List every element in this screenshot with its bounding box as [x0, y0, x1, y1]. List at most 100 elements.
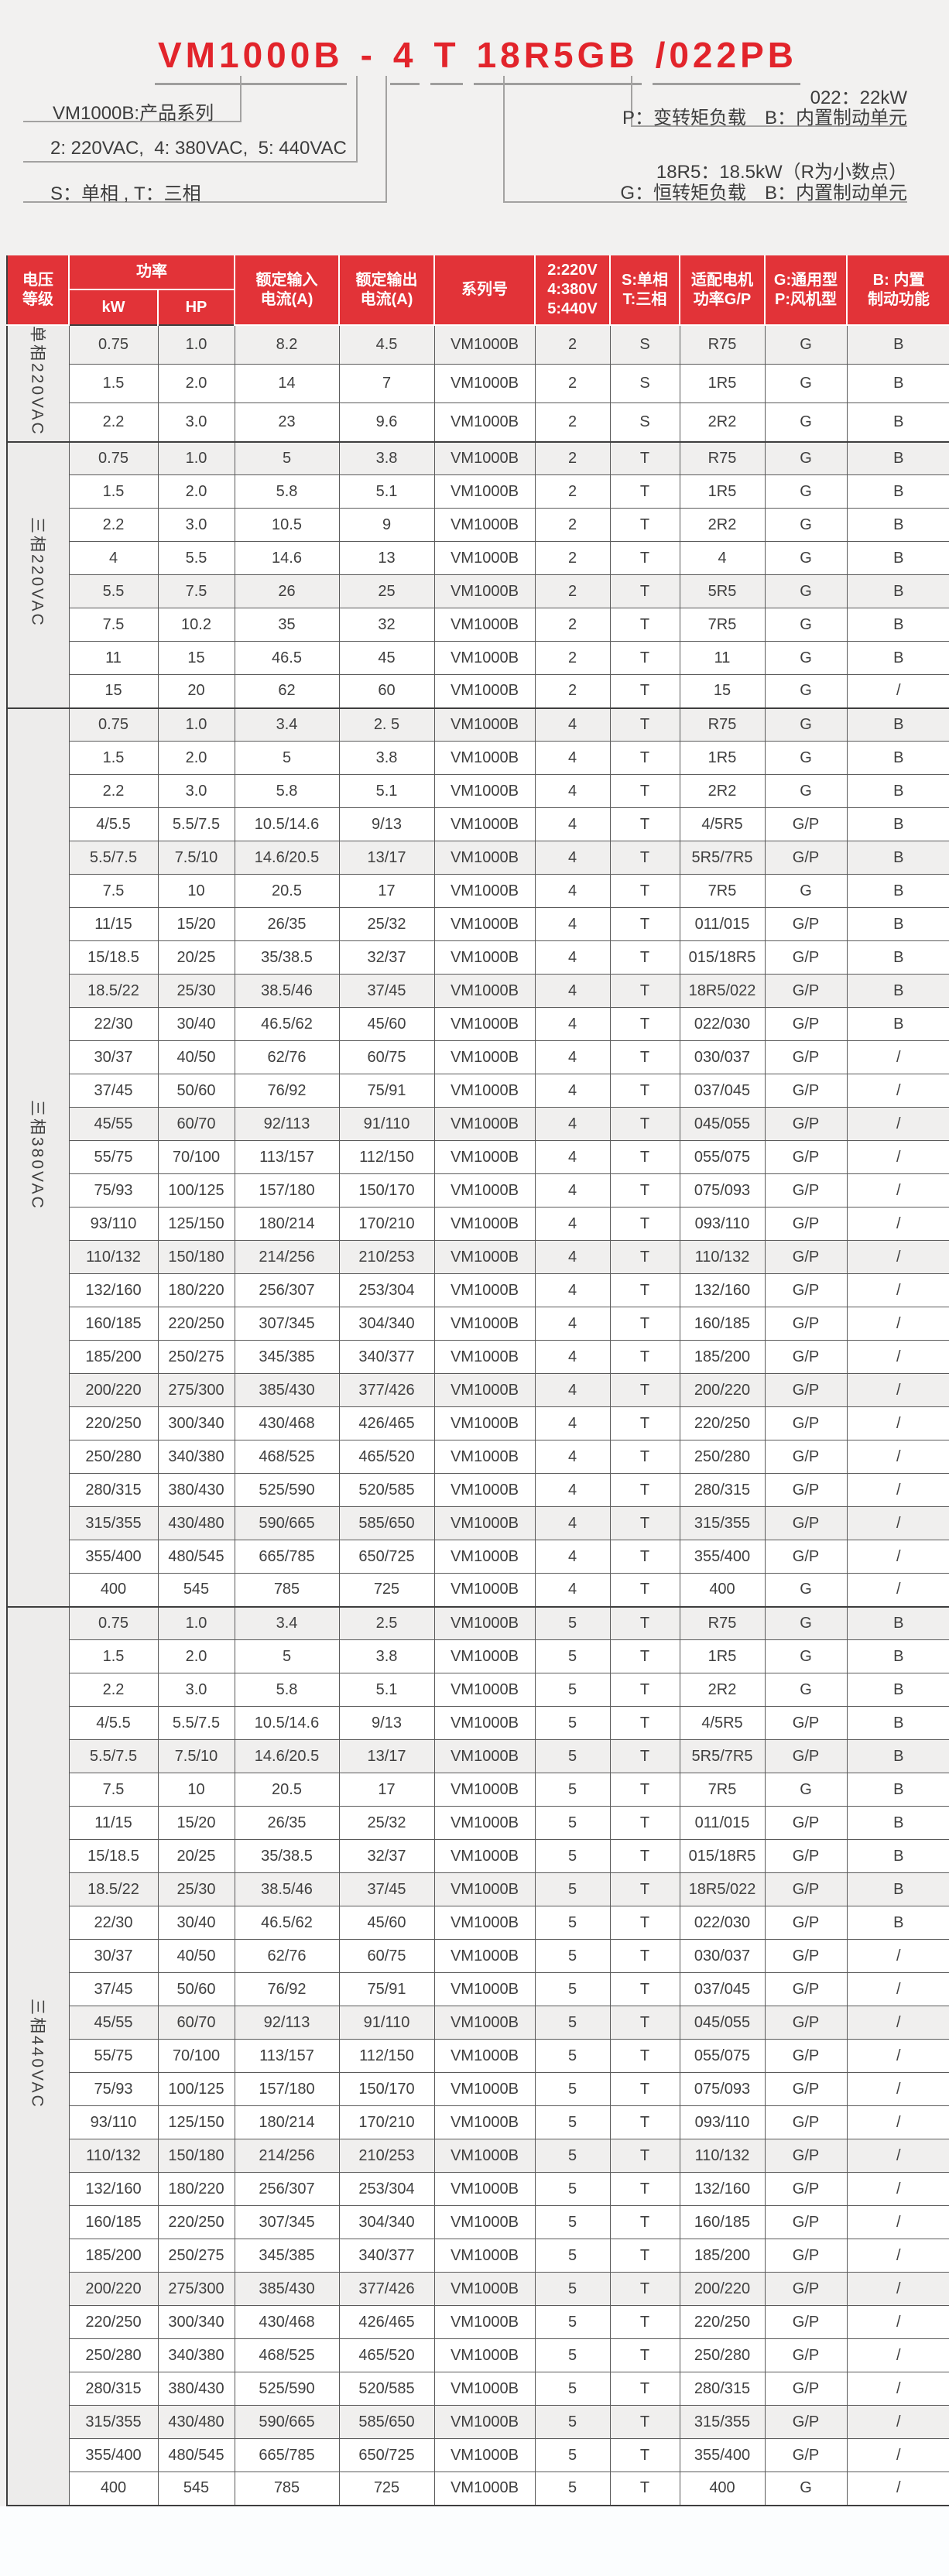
table-cell: 18R5/022 — [679, 1872, 766, 1907]
table-cell: G — [764, 608, 848, 642]
table-cell: 3.0 — [157, 774, 235, 809]
table-cell: 465/520 — [338, 1440, 435, 1475]
table-cell: / — [846, 2072, 949, 2107]
table-cell: 220/250 — [679, 2305, 766, 2340]
table-cell: VM1000B — [433, 2205, 536, 2240]
table-cell: VM1000B — [433, 2438, 536, 2473]
table-cell: 015/18R5 — [679, 1839, 766, 1874]
table-cell: 5 — [534, 1806, 611, 1841]
table-cell: T — [609, 1107, 680, 1142]
table-cell: 3.4 — [234, 1605, 340, 1641]
table-row: 200/220 275/300 385/430 377/426 VM1000B 5 T 200… — [7, 2272, 949, 2307]
table-cell: 2.0 — [157, 741, 235, 776]
table-row: 160/185 220/250 307/345 304/340 VM1000B 5 T 160… — [7, 2205, 949, 2240]
table-cell: 30/40 — [157, 1007, 235, 1042]
table-cell: 590/665 — [234, 2405, 340, 2440]
table-cell: 60/70 — [157, 1107, 235, 1142]
table-cell: 400 — [679, 2472, 766, 2506]
table-cell: 7 — [338, 363, 435, 403]
table-cell: VM1000B — [433, 1506, 536, 1541]
table-cell: VM1000B — [433, 1373, 536, 1408]
table-cell: VM1000B — [433, 2305, 536, 2340]
table-cell: 545 — [157, 1573, 235, 1608]
table-cell: 785 — [234, 1573, 340, 1608]
table-cell: 5 — [534, 2272, 611, 2307]
table-cell: G/P — [764, 1872, 848, 1907]
note-kw-decimal: 18R5：18.5kW（R为小数点） — [656, 162, 907, 183]
table-cell: 5.5 — [68, 574, 159, 609]
table-cell: 275/300 — [157, 1373, 235, 1408]
table-cell: 037/045 — [679, 1074, 766, 1108]
table-cell: T — [609, 874, 680, 909]
table-cell: VM1000B — [433, 2405, 536, 2440]
table-cell: B — [846, 1007, 949, 1042]
table-cell: 377/426 — [338, 1373, 435, 1408]
table-cell: T — [609, 807, 680, 842]
table-cell: 2 — [534, 641, 611, 676]
table-cell: G/P — [764, 1307, 848, 1341]
table-cell: VM1000B — [433, 1939, 536, 1974]
table-cell: 4 — [534, 1107, 611, 1142]
model-part-voltage: 4 — [389, 34, 420, 85]
table-cell: 18R5/022 — [679, 974, 766, 1009]
table-cell: 25 — [338, 574, 435, 609]
table-cell: S — [609, 324, 680, 365]
connector-line — [503, 76, 505, 203]
table-cell: 220/250 — [157, 2205, 235, 2240]
table-cell: B — [846, 707, 949, 742]
table-row: 5.5 7.5 26 25 VM1000B 2 T 5R5 G B — [7, 574, 949, 609]
table-cell: G — [764, 363, 848, 403]
table-cell: / — [846, 2205, 949, 2240]
table-cell: 4 — [68, 541, 159, 576]
model-part-suffix: /022PB — [652, 34, 800, 85]
table-cell: 185/200 — [679, 1340, 766, 1375]
table-cell: 45/55 — [68, 2006, 159, 2040]
table-cell: 5.8 — [234, 1673, 340, 1708]
table-cell: 253/304 — [338, 1273, 435, 1308]
spec-table-wrap: 电压 等级 功率 额定输入 电流(A) 额定输出 电流(A) 系列号 2:220… — [0, 255, 949, 2506]
table-cell: VM1000B — [433, 1906, 536, 1941]
table-cell: VM1000B — [433, 541, 536, 576]
table-cell: VM1000B — [433, 608, 536, 642]
table-cell: 7R5 — [679, 608, 766, 642]
table-cell: 45/55 — [68, 1107, 159, 1142]
table-cell: 35/38.5 — [234, 940, 340, 975]
table-cell: 585/650 — [338, 1506, 435, 1541]
table-cell: 45/60 — [338, 1007, 435, 1042]
table-cell: 1.0 — [157, 440, 235, 476]
table-cell: G/P — [764, 2205, 848, 2240]
voltage-group-label: 三相440VAC — [6, 1605, 70, 2506]
table-cell: 160/185 — [68, 1307, 159, 1341]
table-cell: 18.5/22 — [68, 974, 159, 1009]
table-cell: T — [609, 1406, 680, 1441]
table-cell: G/P — [764, 2172, 848, 2207]
table-row: 315/355 430/480 590/665 585/650 VM1000B 5 T 315… — [7, 2405, 949, 2440]
table-cell: 355/400 — [68, 2438, 159, 2473]
model-code-title: VM1000B - 4 T 18R5GB /022PB — [155, 34, 800, 85]
table-cell: 110/132 — [679, 1240, 766, 1275]
table-cell: VM1000B — [433, 1739, 536, 1774]
table-cell: 093/110 — [679, 2105, 766, 2140]
header-output-current: 额定输出 电流(A) — [338, 255, 435, 326]
table-cell: T — [609, 1307, 680, 1341]
table-row: 单相220VAC 0.75 1.0 8.2 4.5 VM1000B 2 S R75 G B — [6, 324, 949, 443]
table-cell: VM1000B — [433, 1806, 536, 1841]
table-cell: 355/400 — [679, 2438, 766, 2473]
table-cell: 4 — [534, 807, 611, 842]
table-row: 30/37 40/50 62/76 60/75 VM1000B 5 T 030/037 G/P / — [7, 1939, 949, 1974]
table-cell: / — [846, 1473, 949, 1508]
table-cell: 307/345 — [234, 1307, 340, 1341]
table-cell: G — [764, 440, 848, 476]
table-cell: 5 — [534, 1872, 611, 1907]
table-cell: 4 — [534, 1040, 611, 1075]
table-cell: 11/15 — [68, 907, 159, 942]
table-cell: T — [609, 1906, 680, 1941]
table-cell: VM1000B — [433, 508, 536, 543]
table-cell: 307/345 — [234, 2205, 340, 2240]
table-cell: 585/650 — [338, 2405, 435, 2440]
table-cell: 650/725 — [338, 2438, 435, 2473]
table-cell: 76/92 — [234, 1074, 340, 1108]
table-cell: T — [609, 2139, 680, 2174]
table-cell: G/P — [764, 2006, 848, 2040]
table-cell: 7.5 — [68, 1773, 159, 1807]
